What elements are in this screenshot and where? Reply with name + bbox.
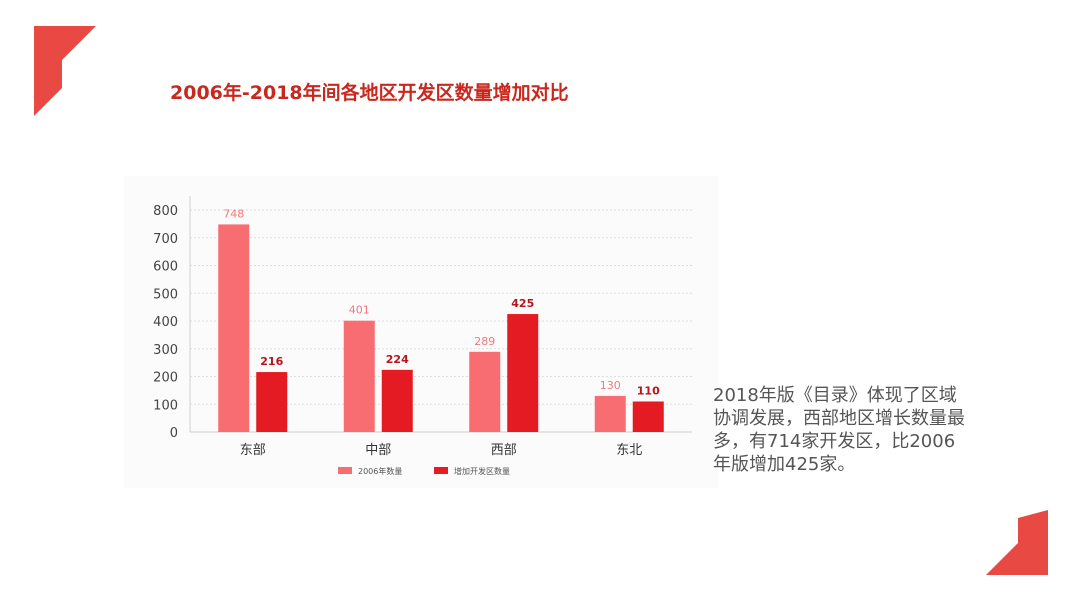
legend-swatch-added — [434, 467, 448, 474]
y-tick-label-0: 0 — [170, 426, 178, 441]
bar-东部-2006 — [218, 224, 250, 432]
data-label-东部-2006: 748 — [223, 207, 244, 220]
data-label-中部-2006: 401 — [349, 304, 370, 317]
y-tick-label-100: 100 — [153, 398, 178, 413]
bar-东部-added — [256, 372, 288, 432]
bar-中部-2006 — [343, 320, 375, 432]
bar-西部-added — [507, 314, 539, 432]
x-category-label-东北: 东北 — [616, 443, 642, 458]
legend-label-2006: 2006年数量 — [358, 466, 402, 476]
y-tick-label-800: 800 — [153, 204, 178, 219]
top-left-corner-shape — [34, 26, 96, 116]
y-tick-label-300: 300 — [153, 343, 178, 358]
data-label-东北-added: 110 — [637, 384, 660, 397]
legend-swatch-2006 — [338, 467, 352, 474]
summary-text: 2018年版《目录》体现了区域协调发展，西部地区增长数量最多，有714家开发区，… — [713, 385, 965, 475]
y-tick-label-200: 200 — [153, 371, 178, 386]
y-tick-label-400: 400 — [153, 315, 178, 330]
bar-chart: 0 100 200 300 400 500 600 700 800 748 216 东部 401 224 中… — [153, 196, 692, 476]
data-label-东部-added: 216 — [260, 355, 283, 368]
data-label-西部-added: 425 — [511, 297, 534, 310]
y-tick-label-700: 700 — [153, 232, 178, 247]
bar-中部-added — [381, 369, 413, 432]
bottom-right-corner-decoration — [986, 510, 1048, 575]
top-left-corner-decoration — [34, 26, 96, 116]
bar-东北-added — [632, 401, 664, 432]
slide-title: 2006年-2018年间各地区开发区数量增加对比 — [170, 82, 569, 104]
bottom-right-corner-shape — [986, 510, 1048, 575]
x-category-label-东部: 东部 — [240, 443, 266, 458]
legend-label-added: 增加开发区数量 — [454, 466, 510, 476]
bar-东北-2006 — [594, 395, 626, 432]
bar-西部-2006 — [469, 351, 501, 432]
x-category-label-西部: 西部 — [491, 443, 517, 458]
chart-panel: 0 100 200 300 400 500 600 700 800 748 216 东部 401 224 中… — [124, 176, 718, 488]
x-category-label-中部: 中部 — [365, 443, 391, 458]
data-label-东北-2006: 130 — [600, 379, 621, 392]
data-label-西部-2006: 289 — [474, 335, 495, 348]
y-tick-label-500: 500 — [153, 287, 178, 302]
data-label-中部-added: 224 — [386, 353, 409, 366]
y-tick-label-600: 600 — [153, 260, 178, 275]
